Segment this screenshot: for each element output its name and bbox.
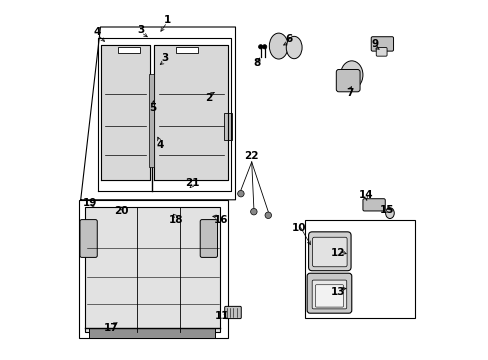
Bar <box>223 113 231 140</box>
Ellipse shape <box>285 36 302 59</box>
Circle shape <box>250 208 257 215</box>
FancyBboxPatch shape <box>375 48 386 56</box>
FancyBboxPatch shape <box>370 37 393 51</box>
Text: 19: 19 <box>82 198 97 208</box>
Text: 21: 21 <box>184 178 199 188</box>
Ellipse shape <box>340 61 362 89</box>
Text: 10: 10 <box>291 222 306 233</box>
Text: 22: 22 <box>244 150 259 161</box>
Circle shape <box>264 212 271 219</box>
Bar <box>118 47 140 53</box>
FancyBboxPatch shape <box>308 232 350 271</box>
FancyBboxPatch shape <box>224 306 241 319</box>
FancyBboxPatch shape <box>306 273 351 313</box>
FancyBboxPatch shape <box>311 280 346 309</box>
FancyBboxPatch shape <box>200 220 217 257</box>
Ellipse shape <box>385 208 393 219</box>
Text: 14: 14 <box>358 190 373 200</box>
Text: 18: 18 <box>168 215 183 225</box>
FancyBboxPatch shape <box>336 69 359 92</box>
FancyBboxPatch shape <box>315 285 343 307</box>
Circle shape <box>262 45 266 49</box>
Text: 7: 7 <box>345 88 353 98</box>
Bar <box>85 207 220 332</box>
Circle shape <box>237 190 244 197</box>
FancyBboxPatch shape <box>362 199 385 211</box>
Text: 3: 3 <box>161 53 168 63</box>
Text: 20: 20 <box>114 206 128 216</box>
Text: 8: 8 <box>253 58 260 68</box>
Text: 17: 17 <box>104 323 119 333</box>
FancyBboxPatch shape <box>80 220 97 257</box>
Bar <box>79 200 228 338</box>
Text: 6: 6 <box>285 34 292 44</box>
Text: 5: 5 <box>149 103 156 113</box>
Circle shape <box>258 45 263 49</box>
Polygon shape <box>101 45 150 180</box>
Text: 2: 2 <box>204 93 212 103</box>
Text: 9: 9 <box>371 39 378 49</box>
Text: 16: 16 <box>213 215 228 225</box>
Text: 15: 15 <box>379 204 394 215</box>
Text: 12: 12 <box>330 248 345 258</box>
Text: 13: 13 <box>330 287 345 297</box>
Text: 4: 4 <box>94 27 101 37</box>
Ellipse shape <box>269 33 287 59</box>
FancyBboxPatch shape <box>312 237 346 267</box>
Text: 3: 3 <box>137 24 144 35</box>
Text: 11: 11 <box>215 311 229 321</box>
Text: 4: 4 <box>156 140 163 150</box>
Bar <box>89 328 215 338</box>
Text: 1: 1 <box>163 15 170 25</box>
Bar <box>149 74 154 167</box>
Bar <box>305 220 414 318</box>
Polygon shape <box>153 45 228 180</box>
Bar <box>176 47 198 53</box>
